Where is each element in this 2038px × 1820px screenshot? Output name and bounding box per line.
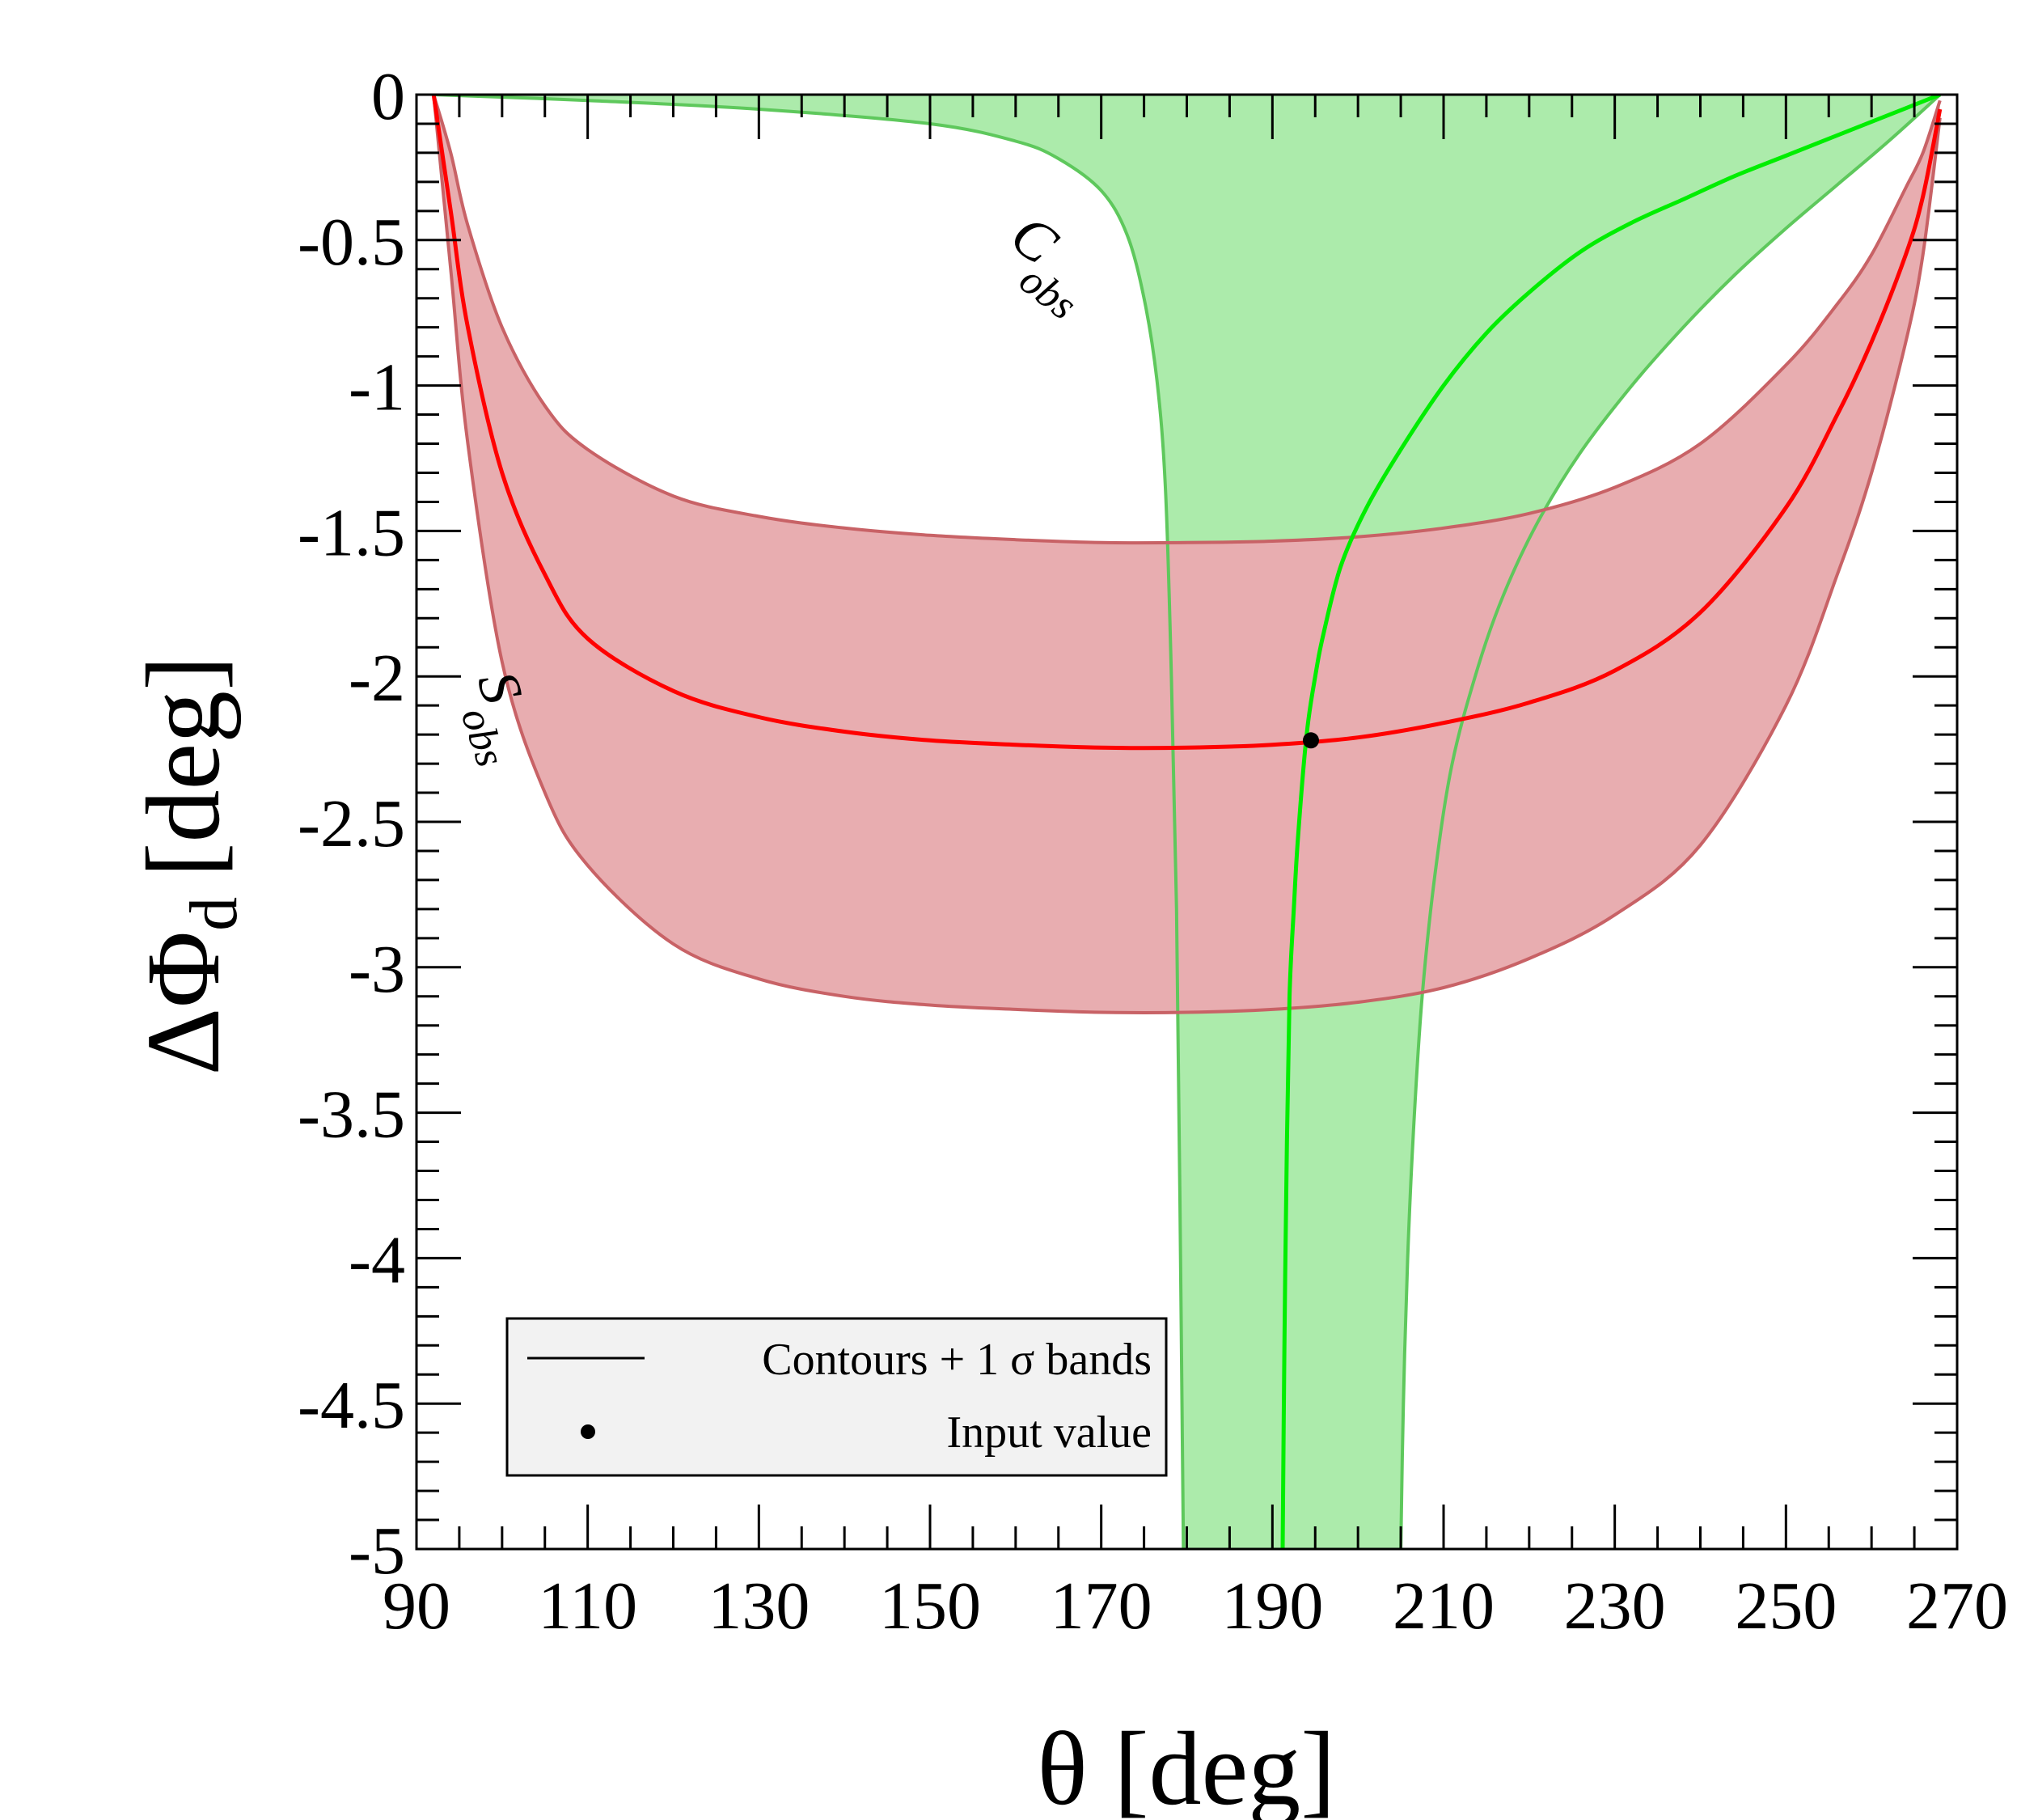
- y-tick-label: -5: [349, 1513, 405, 1589]
- legend: Contours + 1 σ bands Input value: [505, 1317, 1168, 1477]
- x-tick-label: 150: [879, 1568, 981, 1644]
- y-tick-label: -1.5: [298, 495, 405, 570]
- y-axis-title: ΔΦd [deg]: [125, 656, 252, 1076]
- y-axis-title-unit: [deg]: [125, 656, 242, 878]
- y-tick-label: -0.5: [298, 205, 405, 280]
- y-tick-label: -3.5: [298, 1077, 405, 1153]
- c-obs-band-edge-right: [1399, 95, 1942, 1549]
- y-tick-label: -4.5: [298, 1368, 405, 1443]
- c-obs-central-line: [1280, 95, 1941, 1549]
- x-tick-label: 170: [1051, 1568, 1152, 1644]
- legend-box: [505, 1317, 1168, 1477]
- y-tick-label: -2.5: [298, 786, 405, 861]
- s-obs-label-sub: obs: [452, 702, 514, 772]
- y-tick-label: -3: [349, 932, 405, 1007]
- c-obs-band-edge-left: [433, 95, 1186, 1549]
- y-tick-label: -2: [349, 641, 405, 716]
- x-tick-label: 250: [1735, 1568, 1837, 1644]
- legend-entry-input: Input value: [947, 1407, 1152, 1458]
- y-axis-title-main: ΔΦ: [125, 931, 242, 1076]
- s-obs-central-line: [431, 95, 1943, 751]
- x-axis-title: θ [deg]: [1037, 1711, 1335, 1820]
- s-obs-band-edge-upper: [432, 95, 1942, 545]
- x-tick-label: 110: [538, 1568, 637, 1644]
- x-tick-label: 90: [383, 1568, 450, 1644]
- y-tick-label: 0: [371, 59, 405, 134]
- plot-area: [431, 95, 1957, 1549]
- legend-dot-marker: [581, 1424, 595, 1439]
- x-axis-tick-labels: 90 110 130 150 170 190 210 230 250 270: [383, 1568, 2008, 1644]
- x-tick-label: 190: [1221, 1568, 1323, 1644]
- y-tick-label: -4: [349, 1222, 405, 1297]
- y-axis-ticks: [416, 93, 1957, 1551]
- y-tick-label: -1: [349, 350, 405, 425]
- x-tick-label: 230: [1564, 1568, 1666, 1644]
- input-value-point: [1302, 732, 1319, 749]
- legend-entry-contours: Contours + 1 σ bands: [762, 1335, 1152, 1385]
- x-tick-label: 130: [708, 1568, 810, 1644]
- s-obs-band: [433, 95, 1940, 1013]
- svg-text:ΔΦd[deg]: ΔΦd [deg]: [125, 656, 252, 1076]
- s-obs-band-edge-lower: [432, 95, 1942, 1014]
- x-tick-label: 210: [1393, 1568, 1495, 1644]
- y-axis-tick-labels: 0 -0.5 -1 -1.5 -2 -2.5 -3 -3.5 -4 -4.5 -5: [298, 59, 405, 1589]
- x-tick-label: 270: [1906, 1568, 2008, 1644]
- c-obs-label: C obs: [999, 202, 1085, 329]
- y-axis-title-sub: d: [176, 897, 252, 931]
- x-axis-ticks: [415, 95, 1959, 1549]
